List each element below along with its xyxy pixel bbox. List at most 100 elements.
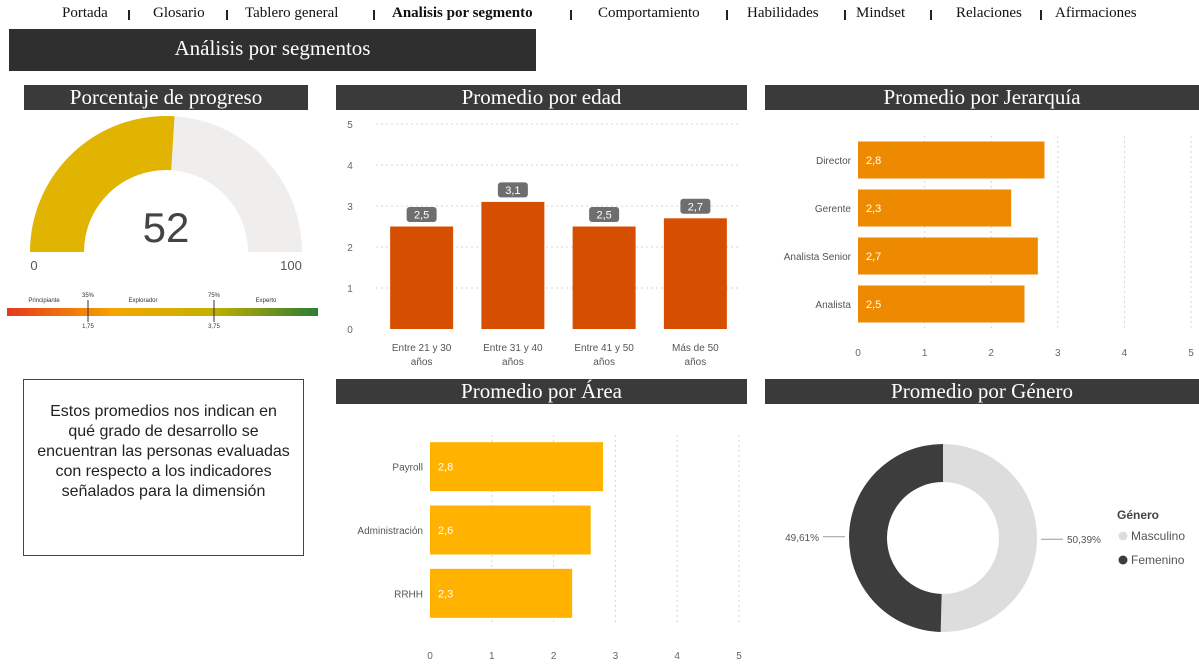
bar-2 xyxy=(481,201,545,329)
nav-separator xyxy=(128,10,130,20)
data-label-4: 2,7 xyxy=(688,201,703,213)
data-label-1-bg xyxy=(406,207,437,222)
data-label-4: 2,5 xyxy=(866,299,881,311)
level-scale: Principiante Explorador Experto 35% 75% … xyxy=(7,293,318,330)
x-tick-label: 2 xyxy=(551,651,557,662)
x-tick-label: 2 xyxy=(988,348,994,359)
data-label-3: 2,5 xyxy=(596,210,611,222)
scale-bar xyxy=(7,308,318,316)
bar-2 xyxy=(858,189,1012,227)
data-label-1: 2,5 xyxy=(414,210,429,222)
y-tick-label: 3 xyxy=(347,202,353,213)
bar-4 xyxy=(663,218,727,329)
bar-4 xyxy=(858,285,1025,323)
nav-separator xyxy=(373,10,375,20)
edad-panel-title: Promedio por edad xyxy=(336,85,747,110)
nav-separator xyxy=(1040,10,1042,20)
legend-item: Masculino xyxy=(1131,529,1185,543)
x-tick-label: Más de 50 años xyxy=(672,343,719,368)
nav-separator xyxy=(226,10,228,20)
value-mark-175: 1,75 xyxy=(82,324,94,330)
nav-mindset[interactable]: Mindset xyxy=(856,5,906,21)
nav-analisis-por-segmento[interactable]: Analisis por segmento xyxy=(392,5,533,21)
gauge-min-label: 0 xyxy=(30,258,37,273)
bar-2 xyxy=(430,505,591,555)
data-label-3: 2,7 xyxy=(866,251,881,263)
legend-marker xyxy=(1118,555,1128,565)
nav-glosario[interactable]: Glosario xyxy=(153,5,205,21)
category-label: Payroll xyxy=(392,463,423,474)
category-label: Analista xyxy=(815,300,851,311)
x-tick-label: Entre 21 y 30 años xyxy=(392,343,452,368)
category-label: RRHH xyxy=(394,589,423,600)
nav-afirmaciones[interactable]: Afirmaciones xyxy=(1055,5,1137,21)
bar-3 xyxy=(858,237,1038,275)
data-label-2: 3,1 xyxy=(505,185,520,197)
pct-mark-75: 75% xyxy=(208,293,221,299)
nav-tablero-general[interactable]: Tablero general xyxy=(245,5,339,21)
data-label-2: 2,6 xyxy=(438,525,453,537)
genero-panel-title: Promedio por Género xyxy=(765,379,1199,404)
genero-chart: 50,39% 49,61% Género Masculino Femenino xyxy=(785,444,1185,632)
y-tick-label: 0 xyxy=(347,325,353,336)
category-label: Administración xyxy=(357,526,423,537)
nav-portada[interactable]: Portada xyxy=(62,5,108,21)
x-tick-label: 4 xyxy=(1122,348,1128,359)
nav-comportamiento[interactable]: Comportamiento xyxy=(598,5,700,21)
slice-femenino xyxy=(849,444,943,632)
value-mark-375: 3,75 xyxy=(208,324,220,330)
legend-title: Género xyxy=(1117,508,1159,522)
data-label-1: 2,8 xyxy=(438,462,453,474)
description-box: Estos promedios nos indican en qué grado… xyxy=(23,379,304,556)
nav-separator xyxy=(570,10,572,20)
data-label-2-bg xyxy=(497,182,528,198)
gauge-fill xyxy=(30,116,175,252)
pct-mark-35: 35% xyxy=(82,293,95,299)
progress-gauge: 52 0 100 xyxy=(30,116,302,273)
page-title: Análisis por segmentos xyxy=(174,36,371,60)
gauge-max-label: 100 xyxy=(280,258,302,273)
edad-chart: 0 1 2 3 4 5 2,5 Entre 21 y 30 años 3,1 Entre 31 y … xyxy=(347,120,741,368)
bar-1 xyxy=(858,141,1045,179)
bar-1 xyxy=(390,226,454,329)
legend-item: Femenino xyxy=(1131,553,1185,567)
area-chart: 0 1 2 3 4 5 2,8 Payroll 2,6 Administración 2,3 RRHH xyxy=(357,435,742,662)
jerarquia-panel-title: Promedio por Jerarquía xyxy=(765,85,1199,110)
progress-panel-title: Porcentaje de progreso xyxy=(24,85,308,110)
level-experto: Experto xyxy=(256,298,277,304)
nav-separator xyxy=(726,10,728,20)
category-label: Director xyxy=(816,156,852,167)
x-tick-label: 1 xyxy=(489,651,495,662)
bar-3 xyxy=(430,568,573,618)
x-tick-label: 0 xyxy=(855,348,861,359)
nav-habilidades[interactable]: Habilidades xyxy=(747,5,819,21)
data-label-1: 2,8 xyxy=(866,155,881,167)
page-title-banner: Análisis por segmentos xyxy=(9,29,536,71)
data-label-4-bg xyxy=(680,198,711,214)
level-explorador: Explorador xyxy=(128,298,157,304)
legend-marker xyxy=(1118,531,1128,541)
top-nav: Portada Glosario Tablero general Analisi… xyxy=(0,0,1199,28)
nav-separator xyxy=(930,10,932,20)
nav-separator xyxy=(844,10,846,20)
x-tick-label: Entre 31 y 40 años xyxy=(483,343,543,368)
slice-masculino xyxy=(940,444,1038,632)
gauge-value: 52 xyxy=(143,204,190,251)
slice-label: 49,61% xyxy=(785,533,819,544)
slice-label: 50,39% xyxy=(1067,535,1101,546)
x-tick-label: 5 xyxy=(1188,348,1194,359)
category-label: Gerente xyxy=(815,204,852,215)
x-tick-label: 4 xyxy=(674,651,680,662)
y-tick-label: 2 xyxy=(347,243,353,254)
y-tick-label: 5 xyxy=(347,120,353,131)
area-panel-title: Promedio por Área xyxy=(336,379,747,404)
data-label-2: 2,3 xyxy=(866,203,881,215)
data-label-3-bg xyxy=(589,207,620,222)
x-tick-label: 0 xyxy=(427,651,433,662)
data-label-3: 2,3 xyxy=(438,588,453,600)
bar-3 xyxy=(572,226,636,329)
nav-relaciones[interactable]: Relaciones xyxy=(956,5,1022,21)
level-principiante: Principiante xyxy=(28,298,60,304)
y-tick-label: 1 xyxy=(347,284,353,295)
category-label: Analista Senior xyxy=(784,252,852,263)
